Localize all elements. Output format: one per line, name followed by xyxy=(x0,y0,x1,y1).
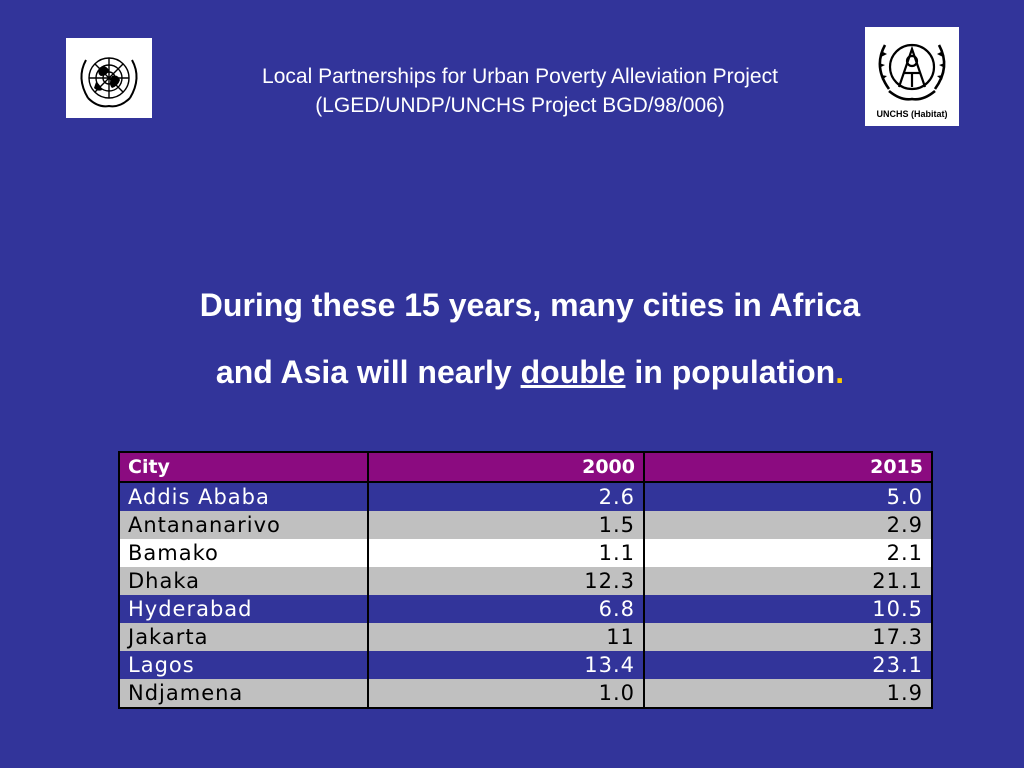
project-header: Local Partnerships for Urban Poverty All… xyxy=(180,62,860,120)
table-row: Bamako 1.1 2.1 xyxy=(118,539,933,567)
table-row: Ndjamena 1.0 1.9 xyxy=(118,679,933,709)
headline-text-end: in population xyxy=(625,354,836,390)
unchs-habitat-logo: UNCHS (Habitat) xyxy=(865,27,959,126)
cell-2000: 1.0 xyxy=(368,679,645,709)
cell-city: Jakarta xyxy=(118,623,369,651)
cell-2015: 2.1 xyxy=(644,539,933,567)
cell-2015: 23.1 xyxy=(644,651,933,679)
cell-2015: 5.0 xyxy=(644,482,933,511)
column-header-2000: 2000 xyxy=(368,451,645,483)
logo-label: UNCHS (Habitat) xyxy=(876,109,948,119)
table-row: Hyderabad 6.8 10.5 xyxy=(118,595,933,623)
column-header-2015: 2015 xyxy=(644,451,933,483)
table-row: Antananarivo 1.5 2.9 xyxy=(118,511,933,539)
headline-period: . xyxy=(835,354,845,390)
cell-2000: 2.6 xyxy=(368,482,645,511)
un-emblem-logo xyxy=(66,38,152,118)
cell-2000: 6.8 xyxy=(368,595,645,623)
cell-2015: 2.9 xyxy=(644,511,933,539)
unchs-habitat-emblem-icon xyxy=(878,43,946,101)
project-code: (LGED/UNDP/UNCHS Project BGD/98/006) xyxy=(315,94,725,117)
slide-headline: During these 15 years, many cities in Af… xyxy=(60,272,1000,406)
un-emblem-icon xyxy=(80,57,138,108)
cell-city: Antananarivo xyxy=(118,511,369,539)
cell-2015: 17.3 xyxy=(644,623,933,651)
table-row: Jakarta 11 17.3 xyxy=(118,623,933,651)
cell-2015: 10.5 xyxy=(644,595,933,623)
table-header-row: City 2000 2015 xyxy=(118,451,933,483)
population-table: City 2000 2015 Addis Ababa 2.6 5.0 Antanana… xyxy=(118,451,933,709)
table-row: Addis Ababa 2.6 5.0 xyxy=(118,482,933,511)
cell-2000: 1.5 xyxy=(368,511,645,539)
cell-2000: 11 xyxy=(368,623,645,651)
cell-2015: 21.1 xyxy=(644,567,933,595)
headline-emphasis: double xyxy=(520,354,626,390)
cell-city: Ndjamena xyxy=(118,679,369,709)
data-table: City 2000 2015 Addis Ababa 2.6 5.0 Antanana… xyxy=(118,451,933,709)
cell-2000: 1.1 xyxy=(368,539,645,567)
project-title: Local Partnerships for Urban Poverty All… xyxy=(262,65,778,88)
cell-city: Bamako xyxy=(118,539,369,567)
table-row: Dhaka 12.3 21.1 xyxy=(118,567,933,595)
cell-2015: 1.9 xyxy=(644,679,933,709)
cell-2000: 13.4 xyxy=(368,651,645,679)
table-row: Lagos 13.4 23.1 xyxy=(118,651,933,679)
cell-city: Lagos xyxy=(118,651,369,679)
headline-text: and Asia will nearly xyxy=(215,354,521,390)
cell-city: Addis Ababa xyxy=(118,482,369,511)
headline-line-2: and Asia will nearly double in populatio… xyxy=(60,339,1000,406)
headline-line-1: During these 15 years, many cities in Af… xyxy=(199,287,861,323)
cell-2000: 12.3 xyxy=(368,567,645,595)
cell-city: Dhaka xyxy=(118,567,369,595)
column-header-city: City xyxy=(118,451,369,483)
cell-city: Hyderabad xyxy=(118,595,369,623)
